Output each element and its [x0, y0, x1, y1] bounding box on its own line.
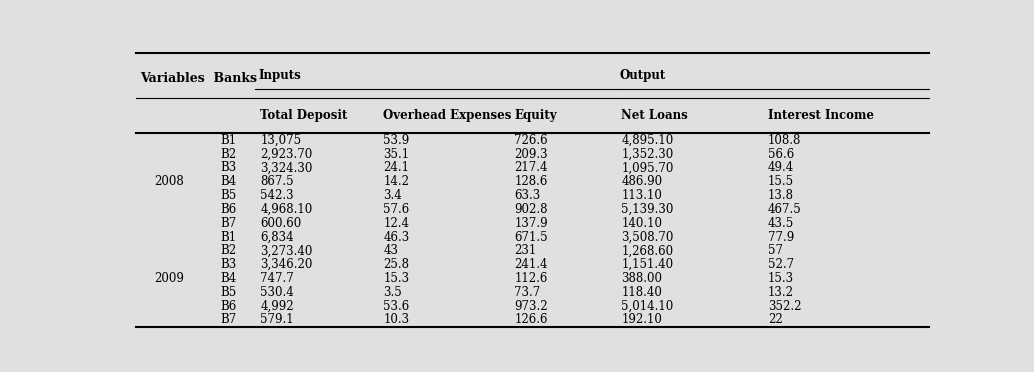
Text: B2: B2	[221, 244, 237, 257]
Text: Overhead Expenses: Overhead Expenses	[384, 109, 512, 122]
Text: 192.10: 192.10	[621, 313, 662, 326]
Text: B7: B7	[220, 313, 237, 326]
Text: 241.4: 241.4	[514, 258, 548, 271]
Text: Variables  Banks: Variables Banks	[140, 72, 256, 85]
Text: 486.90: 486.90	[621, 175, 663, 188]
Text: B6: B6	[220, 299, 237, 312]
Text: 53.9: 53.9	[384, 134, 409, 147]
Text: 579.1: 579.1	[261, 313, 294, 326]
Text: 5,139.30: 5,139.30	[621, 203, 673, 216]
Text: Interest Income: Interest Income	[768, 109, 874, 122]
Text: 52.7: 52.7	[768, 258, 794, 271]
Text: 13.8: 13.8	[768, 189, 794, 202]
Text: 4,968.10: 4,968.10	[261, 203, 312, 216]
Text: 112.6: 112.6	[514, 272, 548, 285]
Text: 1,352.30: 1,352.30	[621, 148, 673, 161]
Text: 3.5: 3.5	[384, 286, 402, 299]
Text: 53.6: 53.6	[384, 299, 409, 312]
Text: 73.7: 73.7	[514, 286, 541, 299]
Text: Total Deposit: Total Deposit	[261, 109, 347, 122]
Text: 43: 43	[384, 244, 398, 257]
Text: 600.60: 600.60	[261, 217, 302, 230]
Text: 2009: 2009	[154, 272, 184, 285]
Text: 4,992: 4,992	[261, 299, 294, 312]
Text: B3: B3	[220, 161, 237, 174]
Text: B3: B3	[220, 258, 237, 271]
Text: 902.8: 902.8	[514, 203, 548, 216]
Text: 2008: 2008	[154, 175, 184, 188]
Text: 530.4: 530.4	[261, 286, 294, 299]
Text: 25.8: 25.8	[384, 258, 409, 271]
Text: B4: B4	[220, 175, 237, 188]
Text: B5: B5	[220, 286, 237, 299]
Text: 15.5: 15.5	[768, 175, 794, 188]
Text: 24.1: 24.1	[384, 161, 409, 174]
Text: 747.7: 747.7	[261, 272, 294, 285]
Text: 467.5: 467.5	[768, 203, 801, 216]
Text: 108.8: 108.8	[768, 134, 801, 147]
Text: 49.4: 49.4	[768, 161, 794, 174]
Text: 140.10: 140.10	[621, 217, 662, 230]
Text: 388.00: 388.00	[621, 272, 662, 285]
Text: 126.6: 126.6	[514, 313, 548, 326]
Text: 113.10: 113.10	[621, 189, 662, 202]
Text: 56.6: 56.6	[768, 148, 794, 161]
Text: 57.6: 57.6	[384, 203, 409, 216]
Text: 671.5: 671.5	[514, 231, 548, 244]
Text: 1,151.40: 1,151.40	[621, 258, 673, 271]
Text: 973.2: 973.2	[514, 299, 548, 312]
Text: 231: 231	[514, 244, 537, 257]
Text: Inputs: Inputs	[258, 69, 302, 82]
Text: 12.4: 12.4	[384, 217, 409, 230]
Text: 867.5: 867.5	[261, 175, 294, 188]
Text: B4: B4	[220, 272, 237, 285]
Text: 13.2: 13.2	[768, 286, 794, 299]
Text: 6,834: 6,834	[261, 231, 294, 244]
Text: 3,346.20: 3,346.20	[261, 258, 312, 271]
Text: 3,324.30: 3,324.30	[261, 161, 312, 174]
Text: 10.3: 10.3	[384, 313, 409, 326]
Text: 3.4: 3.4	[384, 189, 402, 202]
Text: 15.3: 15.3	[384, 272, 409, 285]
Text: 726.6: 726.6	[514, 134, 548, 147]
Text: Net Loans: Net Loans	[621, 109, 688, 122]
Text: 22: 22	[768, 313, 783, 326]
Text: B1: B1	[221, 231, 237, 244]
Text: 2,923.70: 2,923.70	[261, 148, 312, 161]
Text: 1,095.70: 1,095.70	[621, 161, 673, 174]
Text: 209.3: 209.3	[514, 148, 548, 161]
Text: 15.3: 15.3	[768, 272, 794, 285]
Text: 57: 57	[768, 244, 783, 257]
Text: B2: B2	[221, 148, 237, 161]
Text: 35.1: 35.1	[384, 148, 409, 161]
Text: 3,273.40: 3,273.40	[261, 244, 312, 257]
Text: 128.6: 128.6	[514, 175, 548, 188]
Text: 352.2: 352.2	[768, 299, 801, 312]
Text: 46.3: 46.3	[384, 231, 409, 244]
Text: 43.5: 43.5	[768, 217, 794, 230]
Text: 217.4: 217.4	[514, 161, 548, 174]
Text: 5,014.10: 5,014.10	[621, 299, 673, 312]
Text: 77.9: 77.9	[768, 231, 794, 244]
Text: 137.9: 137.9	[514, 217, 548, 230]
Text: 14.2: 14.2	[384, 175, 409, 188]
Text: Output: Output	[619, 69, 666, 82]
Text: B7: B7	[220, 217, 237, 230]
Text: 3,508.70: 3,508.70	[621, 231, 673, 244]
Text: B6: B6	[220, 203, 237, 216]
Text: 542.3: 542.3	[261, 189, 294, 202]
Text: 13,075: 13,075	[261, 134, 301, 147]
Text: 63.3: 63.3	[514, 189, 541, 202]
Text: Equity: Equity	[514, 109, 556, 122]
Text: 1,268.60: 1,268.60	[621, 244, 673, 257]
Text: 118.40: 118.40	[621, 286, 662, 299]
Text: 4,895.10: 4,895.10	[621, 134, 673, 147]
Text: B5: B5	[220, 189, 237, 202]
Text: B1: B1	[221, 134, 237, 147]
